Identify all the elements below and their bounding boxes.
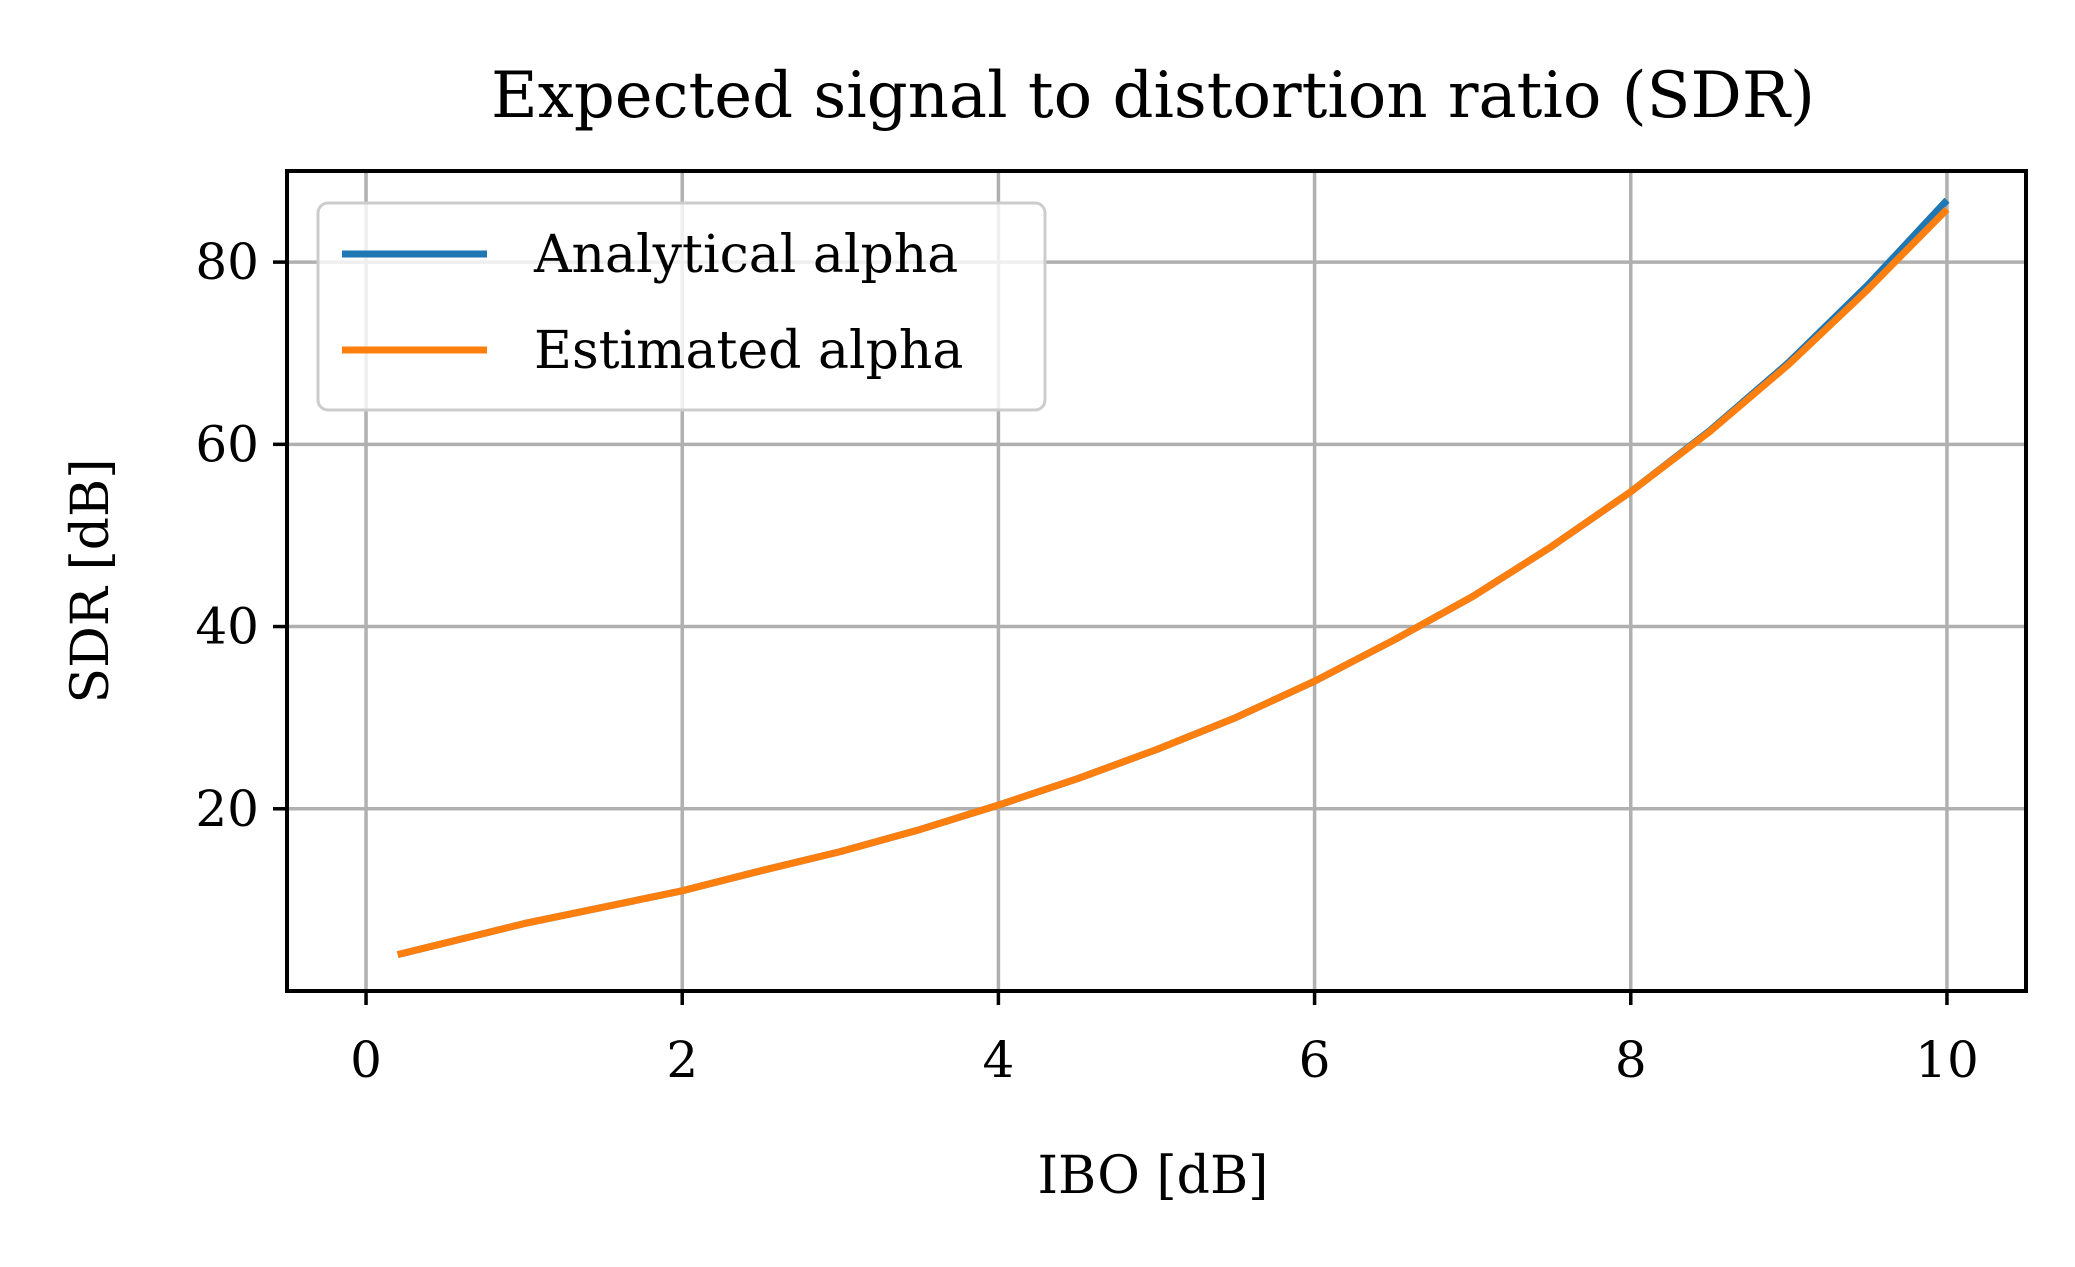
x-tick-label: 0 [350, 1031, 382, 1089]
series-lines [396, 197, 1950, 958]
legend-label-analytical: Analytical alpha [533, 225, 958, 285]
chart-title: Expected signal to distortion ratio (SDR… [491, 59, 1815, 133]
x-tick-label: 2 [666, 1031, 698, 1089]
y-tick-label: 80 [195, 233, 259, 291]
legend-box [316, 201, 1047, 412]
x-tick-label: 10 [1915, 1031, 1979, 1089]
x-tick-label: 4 [983, 1031, 1015, 1089]
y-tick-label: 40 [195, 598, 259, 656]
x-tick-label: 8 [1615, 1031, 1647, 1089]
y-tick-label: 20 [195, 780, 259, 838]
y-tick-label: 60 [195, 415, 259, 473]
legend: Analytical alpha Estimated alpha [316, 201, 1047, 412]
x-tick-label: 6 [1299, 1031, 1331, 1089]
axis-ticks: 0 2 4 6 8 10 20 40 60 80 [195, 233, 1978, 1089]
legend-label-estimated: Estimated alpha [534, 321, 963, 381]
plot-frame [285, 169, 2028, 993]
series-line-estimated-alpha [396, 206, 1950, 958]
y-axis-label: SDR [dB] [61, 458, 121, 703]
x-axis-label: IBO [dB] [1038, 1146, 1269, 1206]
